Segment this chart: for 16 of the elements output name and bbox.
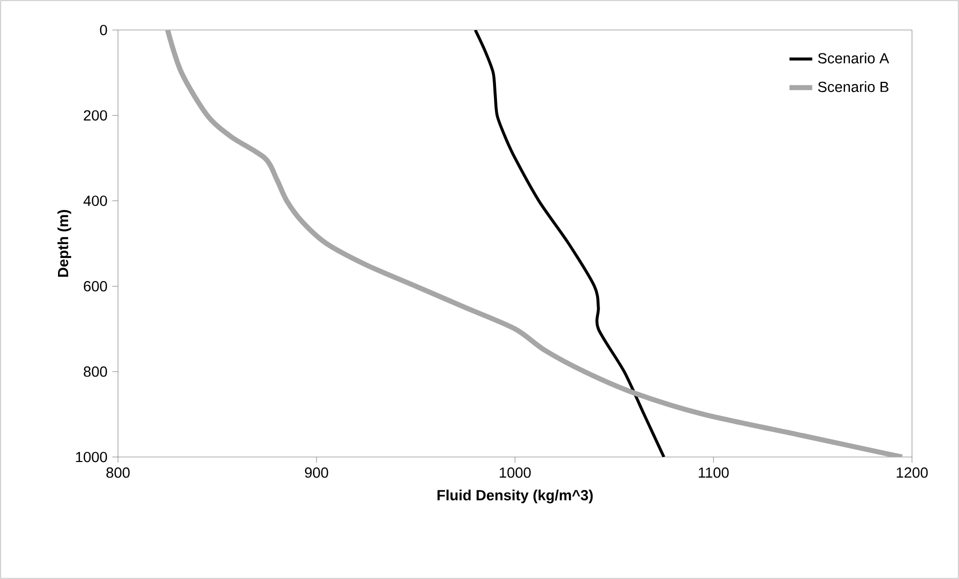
y-tick-label: 800: [84, 366, 108, 377]
y-tick-label: 400: [83, 196, 108, 206]
line-series: [474, 30, 666, 457]
x-tick-label: 900: [304, 467, 328, 478]
y-axis-title: Depth (m): [57, 210, 72, 277]
legend-label: Scenario B: [818, 81, 888, 92]
y-tick-label: 0: [100, 24, 108, 36]
x-tick-label: 800: [106, 467, 130, 478]
x-tick-label: 1200: [896, 467, 928, 478]
x-axis-title: Fluid Density (kg/m^3): [438, 490, 593, 504]
y-tick-label: 200: [84, 110, 108, 121]
x-tick-label: 1000: [500, 467, 531, 478]
legend-label: Scenario A: [818, 52, 890, 64]
y-tick-label: 1000: [76, 452, 108, 462]
x-tick-label: 1100: [698, 467, 729, 478]
y-tick-label: 600: [84, 281, 108, 292]
